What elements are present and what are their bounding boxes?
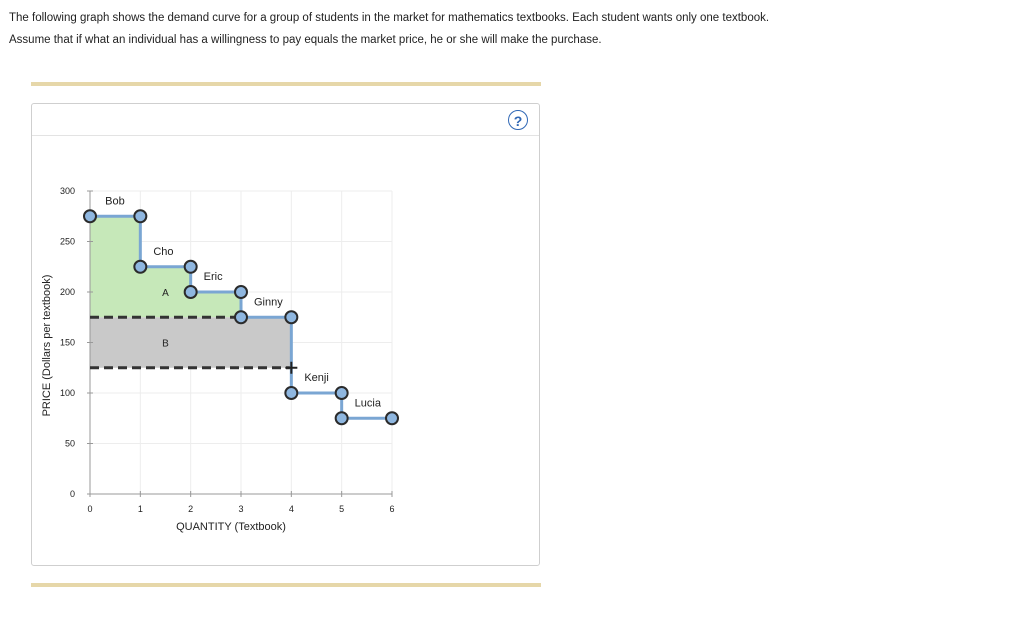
x-tick-label: 1 [138, 504, 143, 514]
x-tick-label: 2 [188, 504, 193, 514]
student-label-kenji: Kenji [304, 372, 328, 384]
student-label-eric: Eric [204, 271, 223, 283]
demand-point [234, 285, 248, 299]
y-tick-label: 100 [60, 388, 75, 398]
student-label-ginny: Ginny [254, 296, 283, 308]
y-axis-title: PRICE (Dollars per textbook) [41, 275, 53, 417]
demand-point [284, 310, 299, 325]
help-icon[interactable]: ? [508, 110, 528, 130]
demand-point [334, 411, 349, 426]
y-tick-label: 200 [60, 287, 75, 297]
demand-point [183, 285, 198, 299]
bottom-divider [31, 583, 541, 587]
demand-point [284, 386, 299, 400]
x-tick-label: 3 [238, 504, 243, 514]
y-tick-label: 50 [65, 439, 75, 449]
demand-point [183, 259, 198, 274]
instructions: The following graph shows the demand cur… [9, 7, 1009, 51]
x-tick-label: 4 [289, 504, 294, 514]
y-tick-label: 150 [60, 338, 75, 348]
demand-point [83, 209, 97, 224]
demand-point [133, 259, 148, 274]
top-divider [31, 82, 541, 86]
area-b [90, 317, 292, 368]
x-tick-label: 5 [339, 504, 344, 514]
demand-point [234, 310, 248, 325]
instruction-line-1: The following graph shows the demand cur… [9, 12, 770, 24]
x-tick-label: 0 [87, 504, 92, 514]
x-tick-label: 6 [389, 504, 394, 514]
student-label-lucia: Lucia [355, 397, 382, 409]
y-tick-label: 0 [70, 489, 75, 499]
student-label-bob: Bob [105, 195, 125, 207]
y-tick-label: 300 [60, 186, 75, 196]
area-label-b: B [162, 339, 169, 350]
instruction-line-2: Assume that if what an individual has a … [9, 34, 602, 46]
panel-header-divider [32, 135, 539, 136]
area-label-a: A [162, 288, 169, 299]
demand-point [133, 209, 148, 224]
x-axis-title: QUANTITY (Textbook) [176, 521, 286, 533]
demand-point [385, 411, 399, 426]
y-tick-label: 250 [60, 237, 75, 247]
student-label-cho: Cho [153, 246, 173, 258]
demand-point [334, 386, 349, 400]
